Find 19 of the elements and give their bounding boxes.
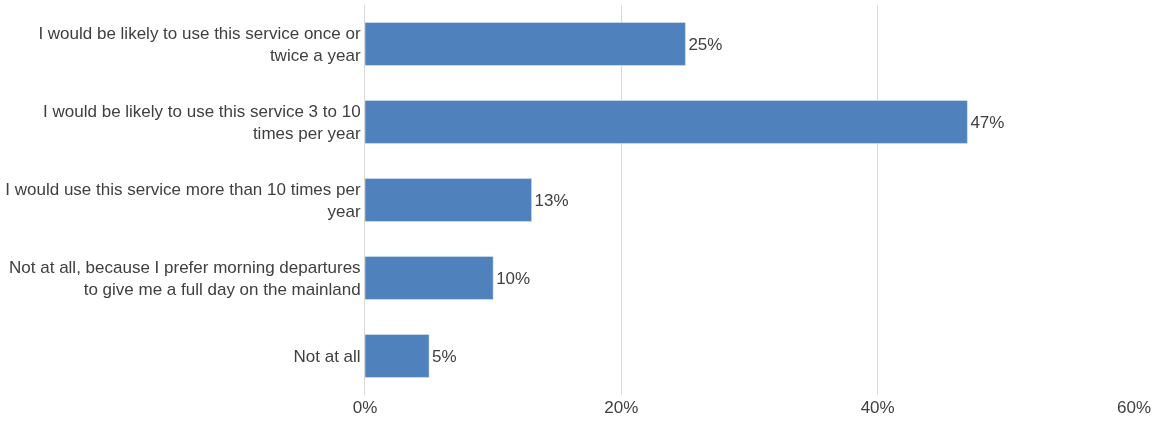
bar [365, 334, 430, 378]
data-label: 25% [688, 34, 723, 54]
y-tick-label: I would use this service more than 10 times per year [5, 179, 361, 221]
bar [365, 256, 494, 300]
y-tick-label: Not at all [293, 346, 361, 366]
x-tick-label: 0% [352, 398, 378, 417]
y-tick-label: I would be likely to use this service 3 to 10 times per year [43, 101, 361, 143]
data-label: 47% [970, 112, 1005, 132]
y-tick-label: I would be likely to use this service once or twice a year [38, 23, 361, 65]
x-tick-label: 60% [1116, 398, 1152, 417]
data-label: 13% [534, 190, 569, 210]
bar [365, 100, 968, 144]
x-tick-label: 20% [604, 398, 639, 417]
bar [365, 22, 686, 66]
data-label: 10% [496, 268, 531, 288]
y-tick-label: Not at all, because I prefer morning departures to give me a full day on the mainland [9, 257, 361, 299]
bar [365, 178, 532, 222]
data-label: 5% [432, 346, 457, 366]
x-tick-label: 40% [860, 398, 895, 417]
